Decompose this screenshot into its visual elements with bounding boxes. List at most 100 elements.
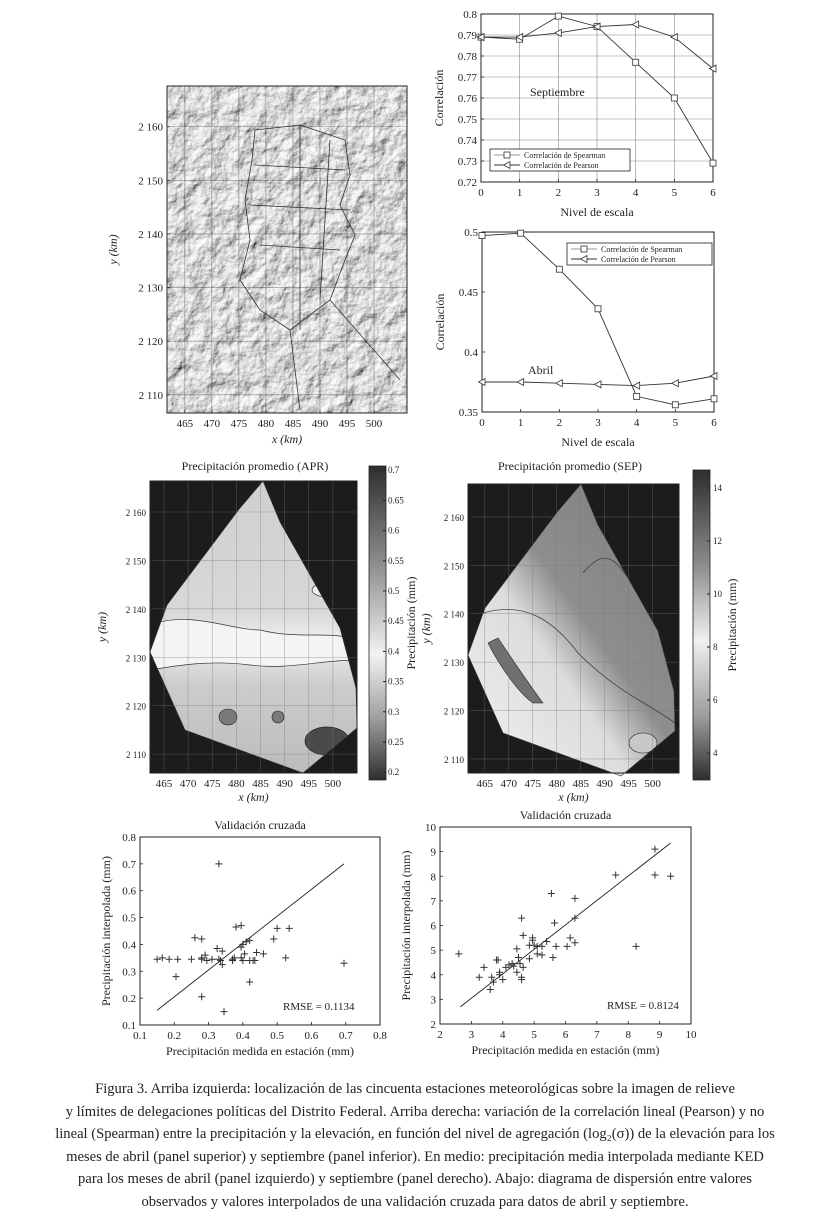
scatter-point: [496, 968, 504, 976]
colorbar-tick-label: 0.5: [388, 586, 400, 596]
x-tick-label: 3: [595, 417, 601, 429]
data-point-spearman: [633, 392, 641, 400]
legend-marker: [580, 245, 588, 253]
scatter-point: [543, 938, 551, 946]
scatter-point: [191, 934, 199, 942]
legend-label: Correlación de Spearman: [601, 245, 682, 254]
data-point-spearman: [632, 58, 640, 66]
scatter-point: [259, 950, 267, 958]
x-tick-label: 0.3: [202, 1030, 216, 1042]
scatter-point: [246, 978, 254, 986]
x-tick-label: 475: [204, 778, 221, 790]
scatter-point: [242, 938, 250, 946]
x-tick-label: 0: [478, 187, 484, 199]
colorbar-tick-label: 0.7: [388, 465, 400, 475]
caption-line: lineal (Spearman) entre la precipitación…: [55, 1126, 775, 1143]
x-axis-label: x (km): [237, 790, 268, 804]
scatter-point: [251, 957, 259, 965]
x-tick-label: 0.2: [167, 1030, 181, 1042]
x-tick-label: 470: [204, 418, 221, 430]
legend-box: [566, 242, 713, 266]
x-tick-label: 490: [596, 778, 613, 790]
x-axis-label: x (km): [271, 432, 302, 446]
study-area-boundary: [467, 483, 676, 777]
y-tick-label: 0.8: [463, 9, 477, 21]
y-tick-label: 2 130: [126, 653, 147, 663]
plot-frame: [166, 85, 408, 414]
month-annotation: Septiembre: [530, 85, 585, 99]
x-tick-label: 0: [479, 417, 485, 429]
x-tick-label: 3: [594, 187, 600, 199]
x-tick-label: 6: [711, 417, 717, 429]
x-tick-label: 5: [531, 1029, 537, 1041]
x-tick-label: 480: [258, 418, 275, 430]
data-point-pearson: [631, 20, 640, 29]
scatter-point: [217, 957, 225, 965]
scatter-point: [201, 951, 209, 959]
scatter-point: [215, 955, 223, 963]
x-tick-label: 475: [231, 418, 248, 430]
scatter-point: [218, 961, 226, 969]
scatter-point: [253, 948, 261, 956]
y-tick-label: 2 120: [138, 336, 163, 348]
data-point-pearson: [476, 32, 485, 42]
y-tick-label: 2 130: [444, 658, 465, 668]
scatter-point: [246, 936, 254, 944]
scatter-point: [480, 963, 488, 971]
relief-image: [167, 86, 407, 413]
x-tick-label: 8: [626, 1029, 632, 1041]
y-tick-label: 0.7: [122, 859, 136, 871]
scatter-point: [513, 968, 521, 976]
scatter-point: [172, 973, 180, 981]
data-point-spearman: [554, 12, 562, 20]
y-tick-label: 0.73: [458, 156, 478, 168]
data-point-pearson: [632, 381, 641, 390]
y-tick-label: 0.8: [122, 832, 136, 844]
colorbar-tick-label: 0.35: [388, 677, 404, 687]
colorbar-tick-label: 4: [713, 748, 718, 758]
scatter-point: [513, 945, 521, 953]
scatter-point: [651, 845, 659, 853]
x-tick-label: 4: [500, 1029, 506, 1041]
y-tick-label: 4: [431, 970, 437, 982]
x-tick-label: 1: [517, 187, 523, 199]
scatter-point: [187, 955, 195, 963]
scatter-point: [651, 871, 659, 879]
data-point-pearson: [709, 371, 718, 381]
x-tick-label: 10: [686, 1029, 698, 1041]
y-tick-label: 2 160: [138, 122, 163, 134]
data-point-spearman: [478, 232, 486, 240]
data-point-pearson: [708, 64, 717, 73]
plot-frame: [467, 483, 680, 774]
y-tick-label: 2 160: [444, 513, 465, 523]
y-tick-label: 8: [431, 871, 437, 883]
y-tick-label: 2: [431, 1019, 437, 1031]
plot-frame: [480, 13, 714, 183]
x-axis-label: Nivel de escala: [560, 205, 634, 219]
scatter-point: [282, 954, 290, 962]
x-tick-label: 0.1: [133, 1030, 147, 1042]
data-point-spearman: [710, 395, 718, 403]
x-tick-label: 0.4: [236, 1030, 250, 1042]
data-point-pearson: [669, 32, 678, 42]
fit-line: [460, 842, 671, 1008]
data-point-pearson: [593, 380, 602, 389]
colorbar-apr: [368, 465, 387, 781]
y-axis-label: y (km): [419, 613, 433, 644]
scatter-point: [475, 973, 483, 981]
data-point-spearman: [517, 229, 525, 237]
colorbar-tick-label: 14: [713, 483, 723, 493]
x-tick-label: 4: [633, 187, 639, 199]
colorbar-label: Precipitación (mm): [725, 579, 739, 672]
chart-title: Validación cruzada: [214, 818, 306, 832]
y-tick-label: 0.4: [464, 347, 478, 359]
scatter-point: [198, 955, 206, 963]
y-tick-label: 7: [431, 896, 437, 908]
cross-validation-scatter-apr: 0.1 0.2 0.3 0.4 0.5 0.6 0.7 0.8 0.1 0.2 0.3 0.4 0.5 0…: [99, 818, 387, 1058]
x-tick-label: 465: [177, 418, 194, 430]
scatter-point: [174, 955, 182, 963]
y-tick-label: 2 120: [444, 707, 465, 717]
x-tick-label: 2: [557, 417, 563, 429]
colorbar-tick-label: 0.6: [388, 526, 400, 536]
